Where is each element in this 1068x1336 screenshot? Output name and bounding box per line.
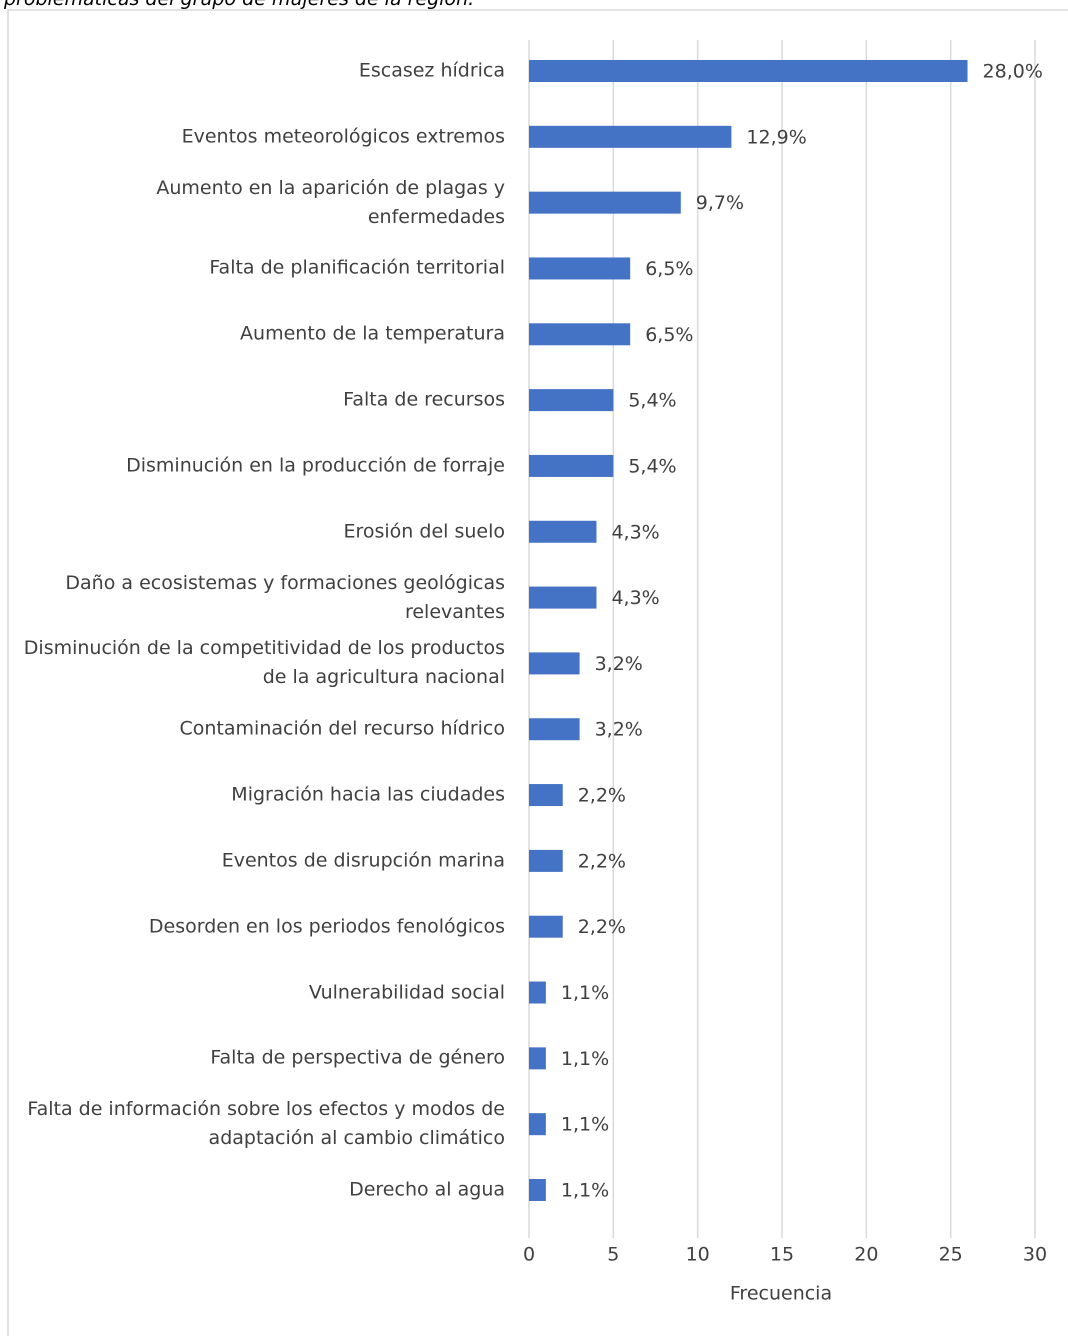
y-tick-label: Erosión del suelo <box>343 520 505 543</box>
bar <box>529 454 614 477</box>
chart-title: problemáticas del grupo de mujeres de la… <box>4 0 474 10</box>
data-label: 6,5% <box>645 258 693 280</box>
bar <box>529 520 597 543</box>
bar <box>529 849 563 872</box>
data-label: 5,4% <box>628 390 676 412</box>
x-tick-label: 30 <box>1023 1244 1047 1266</box>
data-label: 6,5% <box>645 324 693 346</box>
y-tick-label: Derecho al agua <box>349 1178 505 1201</box>
y-tick-label: Vulnerabilidad social <box>308 981 505 1004</box>
bar <box>529 718 580 741</box>
x-tick-label: 10 <box>686 1244 710 1266</box>
y-tick-label: Eventos de disrupción marina <box>221 849 505 872</box>
data-label: 1,1% <box>561 982 609 1004</box>
y-tick-label: Desorden en los periodos fenológicos <box>148 915 505 938</box>
data-label: 12,9% <box>746 126 806 148</box>
x-tick-label: 20 <box>854 1244 878 1266</box>
data-label: 5,4% <box>628 455 676 477</box>
y-tick-label: Aumento de la temperatura <box>240 322 505 345</box>
data-label: 1,1% <box>561 1048 609 1070</box>
data-label: 1,1% <box>561 1180 609 1202</box>
y-tick-label: Migración hacia las ciudades <box>231 783 505 806</box>
bar <box>529 1113 546 1136</box>
x-axis-title: Frecuencia <box>730 1283 832 1305</box>
bar <box>529 125 732 148</box>
data-label: 1,1% <box>561 1114 609 1136</box>
bar <box>529 586 597 609</box>
x-tick-label: 5 <box>607 1244 619 1266</box>
data-label: 9,7% <box>696 192 744 214</box>
y-tick-label: Falta de perspectiva de género <box>210 1046 505 1069</box>
y-tick-label: Falta de planificación territorial <box>209 256 505 279</box>
bar <box>529 981 546 1004</box>
bar <box>529 1179 546 1201</box>
y-tick-label: Escasez hídrica <box>358 59 505 82</box>
bar <box>529 191 681 214</box>
data-label: 2,2% <box>578 785 626 807</box>
bar <box>529 323 631 346</box>
data-label: 3,2% <box>595 653 643 675</box>
y-tick-label: Falta de recursos <box>343 388 505 411</box>
frame <box>7 9 1068 1336</box>
x-tick-label: 15 <box>770 1244 794 1266</box>
y-tick-label: Daño a ecosistemas y formaciones geológi… <box>65 571 505 623</box>
bar <box>529 652 580 675</box>
data-label: 2,2% <box>578 916 626 938</box>
y-tick-label: Disminución de la competitividad de los … <box>23 637 505 689</box>
data-label: 3,2% <box>595 719 643 741</box>
y-tick-label: Eventos meteorológicos extremos <box>181 125 505 148</box>
y-tick-label: Contaminación del recurso hídrico <box>179 717 506 740</box>
data-label: 28,0% <box>983 61 1043 83</box>
x-tick-label: 25 <box>939 1244 963 1266</box>
bar <box>529 389 614 412</box>
data-label: 2,2% <box>578 850 626 872</box>
y-tick-label: Disminución en la producción de forraje <box>126 454 505 477</box>
bar <box>529 257 631 280</box>
bar <box>529 915 563 938</box>
bar <box>529 784 563 807</box>
y-tick-label: Falta de información sobre los efectos y… <box>27 1098 505 1150</box>
y-tick-label: Aumento en la aparición de plagas y enfe… <box>156 176 505 228</box>
bar <box>529 1047 546 1070</box>
x-tick-label: 0 <box>523 1244 535 1266</box>
data-label: 4,3% <box>611 521 659 543</box>
data-label: 4,3% <box>611 587 659 609</box>
bar <box>529 60 968 82</box>
